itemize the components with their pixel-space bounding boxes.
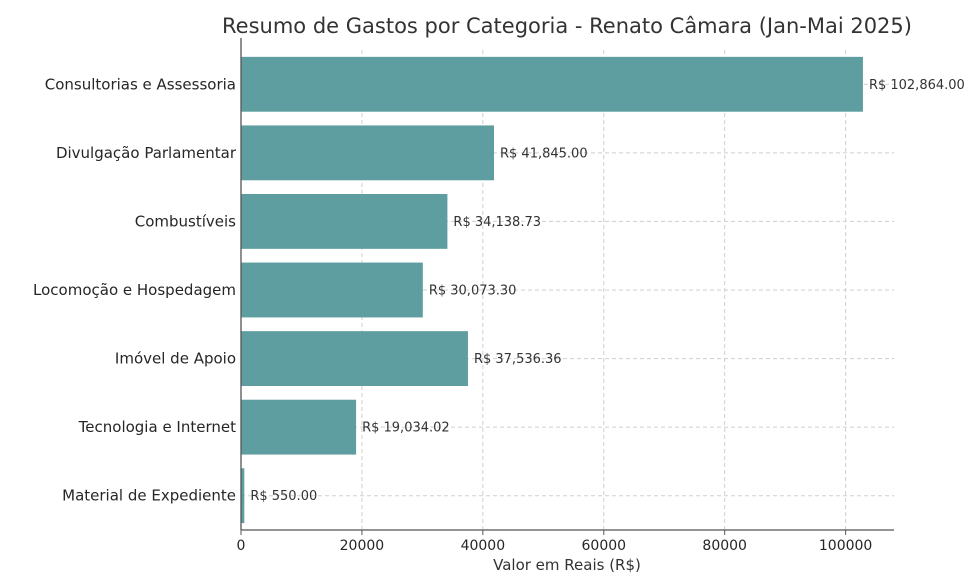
category-label-2: Combustíveis (135, 212, 236, 230)
x-tick-label-2: 40000 (461, 538, 506, 554)
bar-4 (241, 331, 468, 386)
value-label-2: R$ 34,138.73 (453, 215, 541, 230)
bar-3 (241, 262, 423, 318)
x-tick-label-4: 80000 (702, 538, 747, 554)
bar-0 (241, 56, 863, 112)
value-labels: R$ 102,864.00 R$ 41,845.00 R$ 34,138.73 R$ … (250, 78, 964, 504)
category-label-3: Locomoção e Hospedagem (33, 281, 236, 299)
category-label-1: Divulgação Parlamentar (56, 144, 237, 162)
bars (241, 56, 863, 524)
category-label-4: Imóvel de Apoio (115, 350, 236, 368)
x-tick-label-0: 0 (237, 538, 246, 554)
value-label-5: R$ 19,034.02 (362, 421, 450, 436)
bar-5 (241, 399, 357, 455)
bar-2 (241, 194, 448, 249)
x-tick-label-3: 60000 (582, 538, 627, 554)
bar-1 (241, 125, 495, 181)
value-label-6: R$ 550.00 (250, 489, 317, 504)
category-label-5: Tecnologia e Internet (78, 418, 236, 436)
bar-6 (241, 468, 245, 524)
x-axis: 0 20000 40000 60000 80000 100000 (237, 38, 894, 554)
chart-title: Resumo de Gastos por Categoria - Renato … (222, 14, 912, 38)
x-tick-label-5: 100000 (819, 538, 872, 554)
value-label-3: R$ 30,073.30 (429, 284, 517, 299)
x-tick-label-1: 20000 (340, 538, 385, 554)
value-label-1: R$ 41,845.00 (500, 146, 588, 161)
x-axis-title: Valor em Reais (R$) (493, 556, 641, 574)
category-label-0: Consultorias e Assessoria (45, 75, 236, 93)
category-label-6: Material de Expediente (62, 487, 236, 505)
value-label-4: R$ 37,536.36 (474, 352, 562, 367)
value-label-0: R$ 102,864.00 (869, 78, 965, 93)
category-labels: Consultorias e Assessoria Divulgação Parl… (33, 75, 237, 504)
